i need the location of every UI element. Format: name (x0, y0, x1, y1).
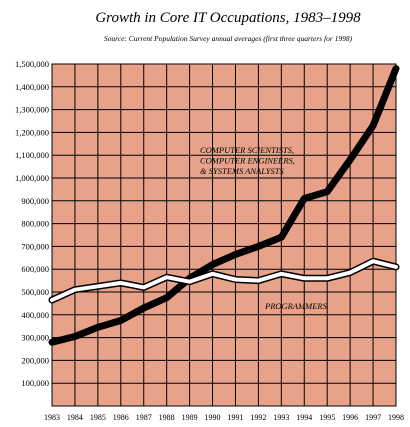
y-tick-label: 300,000 (21, 333, 49, 343)
y-tick-label: 1,500,000 (15, 59, 49, 69)
x-tick-label: 1983 (44, 413, 60, 422)
annotations: COMPUTER SCIENTISTS,COMPUTER ENGINEERS,&… (200, 145, 328, 311)
y-tick-label: 1,300,000 (15, 105, 49, 115)
x-tick-label: 1993 (273, 413, 289, 422)
y-tick-label: 100,000 (21, 378, 49, 388)
series-line-programmers (50, 259, 398, 302)
y-axis: 100,000 200,000 300,000 400,000 500,000 600,0… (15, 59, 49, 388)
annotation-computer-scientists: COMPUTER SCIENTISTS, (200, 145, 294, 155)
y-tick-label: 1,100,000 (15, 150, 49, 160)
y-tick-label: 400,000 (21, 310, 49, 320)
x-tick-label: 1991 (227, 413, 243, 422)
x-axis: 1983 1984 1985 1986 1987 1988 1989 1990 1991 1992… (44, 413, 404, 422)
x-tick-label: 1986 (113, 413, 129, 422)
x-tick-label: 1996 (342, 413, 358, 422)
x-tick-label: 1997 (365, 413, 381, 422)
y-tick-label: 200,000 (21, 355, 49, 365)
y-tick-label: 600,000 (21, 264, 49, 274)
plot-area (51, 63, 397, 407)
x-tick-label: 1989 (182, 413, 198, 422)
x-tick-label: 1995 (319, 413, 335, 422)
x-tick-label: 1987 (136, 413, 152, 422)
y-tick-label: 1,200,000 (15, 127, 49, 137)
x-tick-label: 1990 (205, 413, 221, 422)
y-tick-label: 700,000 (21, 241, 49, 251)
y-tick-label: 1,400,000 (15, 82, 49, 92)
series-lines (48, 65, 400, 346)
x-tick-label: 1984 (67, 413, 83, 422)
x-tick-label: 1998 (388, 413, 404, 422)
x-tick-label: 1992 (250, 413, 266, 422)
x-tick-label: 1988 (159, 413, 175, 422)
y-tick-label: 1,000,000 (15, 173, 49, 183)
x-tick-label: 1985 (90, 413, 106, 422)
annotation-programmers: PROGRAMMERS (264, 301, 328, 311)
grid (52, 64, 396, 406)
chart-title: Growth in Core IT Occupations, 1983–1998 (95, 10, 361, 26)
series-line-computer-scientists (48, 65, 400, 346)
annotation-computer-scientists: COMPUTER ENGINEERS, (200, 156, 295, 166)
y-tick-label: 900,000 (21, 196, 49, 206)
y-tick-label: 500,000 (21, 287, 49, 297)
annotation-computer-scientists: & SYSTEMS ANALYSTS (200, 166, 285, 176)
x-tick-label: 1994 (296, 413, 312, 422)
y-tick-label: 800,000 (21, 219, 49, 229)
chart-subtitle: Source: Current Population Survey annual… (104, 34, 353, 43)
